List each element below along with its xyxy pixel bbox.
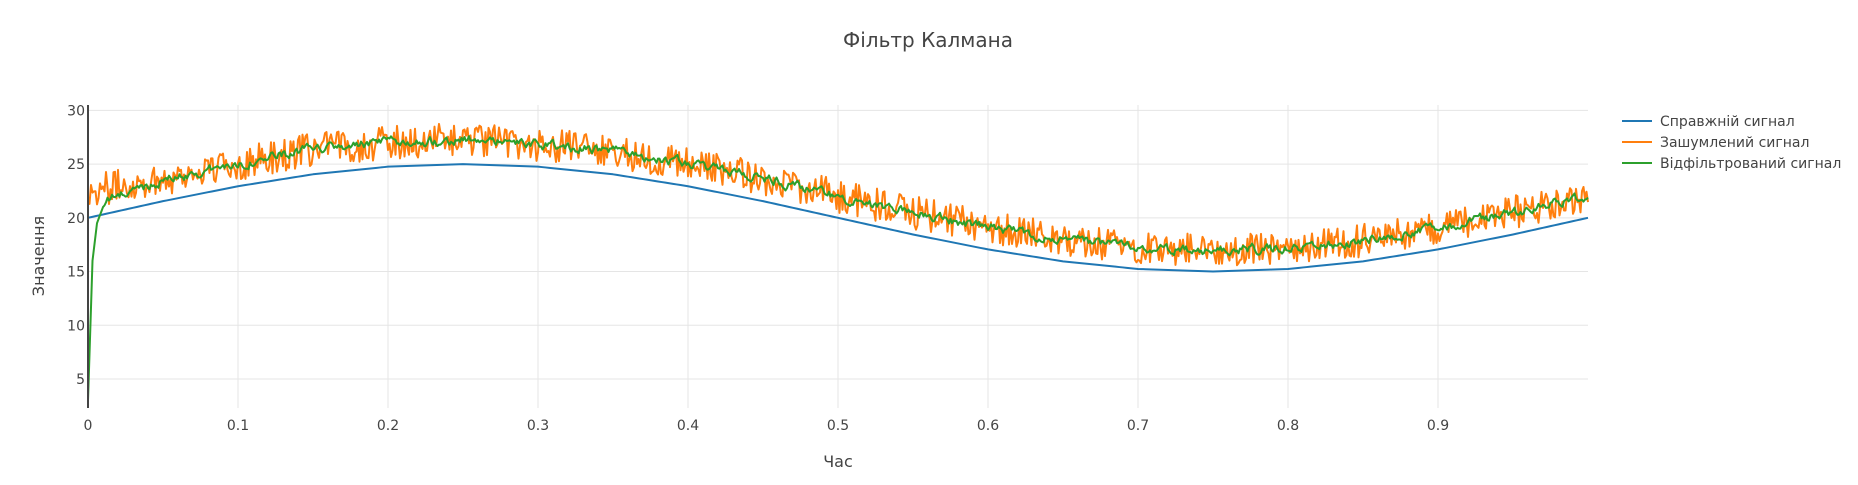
series-line-1: [87, 163, 1589, 273]
x-tick-label: 0.7: [1127, 418, 1149, 434]
series-line-3: [87, 135, 1589, 401]
x-tick-label: 0.9: [1427, 418, 1449, 434]
legend-label[interactable]: Зашумлений сигнал: [1660, 135, 1809, 151]
y-tick-label: 25: [67, 157, 85, 173]
x-tick-label: 0: [84, 418, 93, 434]
axes: 0 0.1 0.2 0.3 0.4 0.5 0.6 0.7 0.8 0.9 5 10 15 20 25 30: [67, 103, 1449, 434]
y-tick-label: 15: [67, 265, 85, 281]
x-tick-label: 0.1: [227, 418, 249, 434]
x-tick-label: 0.2: [377, 418, 399, 434]
y-tick-label: 5: [76, 372, 85, 388]
series-line-2: [87, 122, 1589, 267]
legend-label[interactable]: Відфільтрований сигнал: [1660, 156, 1841, 172]
x-axis-label: Час: [823, 452, 853, 471]
series-lines: [87, 122, 1589, 401]
y-tick-label: 20: [67, 211, 85, 227]
legend: Справжній сигнал Зашумлений сигнал Відфіль…: [1622, 114, 1841, 172]
y-tick-label: 30: [67, 103, 85, 119]
x-tick-label: 0.8: [1277, 418, 1299, 434]
chart-title: Фільтр Калмана: [843, 28, 1013, 52]
x-tick-label: 0.3: [527, 418, 549, 434]
y-tick-label: 10: [67, 318, 85, 334]
x-tick-label: 0.4: [677, 418, 699, 434]
x-tick-label: 0.6: [977, 418, 999, 434]
x-tick-label: 0.5: [827, 418, 849, 434]
y-axis-label: Значення: [29, 216, 48, 296]
legend-label[interactable]: Справжній сигнал: [1660, 114, 1795, 130]
